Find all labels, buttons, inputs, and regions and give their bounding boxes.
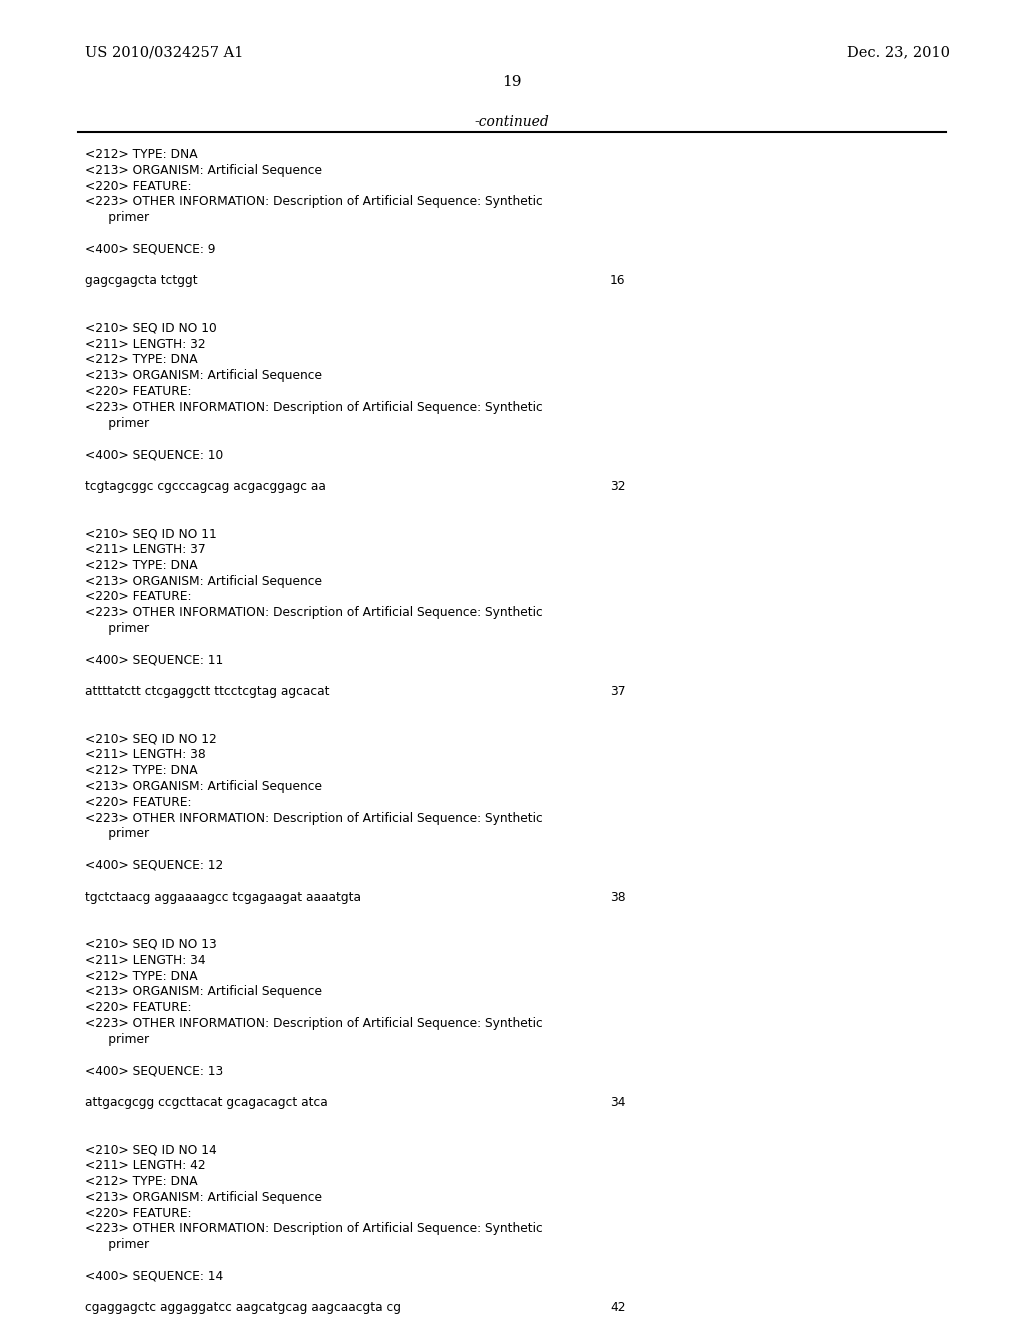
Text: <210> SEQ ID NO 12: <210> SEQ ID NO 12 (85, 733, 217, 746)
Text: primer: primer (85, 211, 150, 224)
Text: <400> SEQUENCE: 11: <400> SEQUENCE: 11 (85, 653, 223, 667)
Text: <211> LENGTH: 34: <211> LENGTH: 34 (85, 954, 206, 966)
Text: <211> LENGTH: 38: <211> LENGTH: 38 (85, 748, 206, 762)
Text: <211> LENGTH: 32: <211> LENGTH: 32 (85, 338, 206, 351)
Text: <210> SEQ ID NO 13: <210> SEQ ID NO 13 (85, 939, 217, 950)
Text: 42: 42 (610, 1302, 626, 1315)
Text: 37: 37 (610, 685, 626, 698)
Text: <210> SEQ ID NO 11: <210> SEQ ID NO 11 (85, 527, 217, 540)
Text: <400> SEQUENCE: 12: <400> SEQUENCE: 12 (85, 859, 223, 873)
Text: <212> TYPE: DNA: <212> TYPE: DNA (85, 764, 198, 777)
Text: <400> SEQUENCE: 13: <400> SEQUENCE: 13 (85, 1064, 223, 1077)
Text: <213> ORGANISM: Artificial Sequence: <213> ORGANISM: Artificial Sequence (85, 986, 322, 998)
Text: cgaggagctc aggaggatcc aagcatgcag aagcaacgta cg: cgaggagctc aggaggatcc aagcatgcag aagcaac… (85, 1302, 401, 1315)
Text: primer: primer (85, 1032, 150, 1045)
Text: <400> SEQUENCE: 9: <400> SEQUENCE: 9 (85, 243, 215, 256)
Text: <220> FEATURE:: <220> FEATURE: (85, 180, 191, 193)
Text: primer: primer (85, 622, 150, 635)
Text: <220> FEATURE:: <220> FEATURE: (85, 1206, 191, 1220)
Text: <210> SEQ ID NO 14: <210> SEQ ID NO 14 (85, 1143, 217, 1156)
Text: <212> TYPE: DNA: <212> TYPE: DNA (85, 970, 198, 982)
Text: 16: 16 (610, 275, 626, 288)
Text: <212> TYPE: DNA: <212> TYPE: DNA (85, 148, 198, 161)
Text: Dec. 23, 2010: Dec. 23, 2010 (847, 45, 950, 59)
Text: <211> LENGTH: 42: <211> LENGTH: 42 (85, 1159, 206, 1172)
Text: <212> TYPE: DNA: <212> TYPE: DNA (85, 354, 198, 367)
Text: <211> LENGTH: 37: <211> LENGTH: 37 (85, 543, 206, 556)
Text: <223> OTHER INFORMATION: Description of Artificial Sequence: Synthetic: <223> OTHER INFORMATION: Description of … (85, 1222, 543, 1236)
Text: <223> OTHER INFORMATION: Description of Artificial Sequence: Synthetic: <223> OTHER INFORMATION: Description of … (85, 401, 543, 413)
Text: <400> SEQUENCE: 14: <400> SEQUENCE: 14 (85, 1270, 223, 1283)
Text: 19: 19 (502, 75, 522, 88)
Text: <213> ORGANISM: Artificial Sequence: <213> ORGANISM: Artificial Sequence (85, 1191, 322, 1204)
Text: primer: primer (85, 1238, 150, 1251)
Text: <212> TYPE: DNA: <212> TYPE: DNA (85, 558, 198, 572)
Text: gagcgagcta tctggt: gagcgagcta tctggt (85, 275, 198, 288)
Text: attgacgcgg ccgcttacat gcagacagct atca: attgacgcgg ccgcttacat gcagacagct atca (85, 1096, 328, 1109)
Text: <223> OTHER INFORMATION: Description of Artificial Sequence: Synthetic: <223> OTHER INFORMATION: Description of … (85, 606, 543, 619)
Text: primer: primer (85, 828, 150, 841)
Text: <223> OTHER INFORMATION: Description of Artificial Sequence: Synthetic: <223> OTHER INFORMATION: Description of … (85, 195, 543, 209)
Text: tcgtagcggc cgcccagcag acgacggagc aa: tcgtagcggc cgcccagcag acgacggagc aa (85, 479, 326, 492)
Text: -continued: -continued (475, 115, 549, 129)
Text: <213> ORGANISM: Artificial Sequence: <213> ORGANISM: Artificial Sequence (85, 370, 322, 383)
Text: attttatctt ctcgaggctt ttcctcgtag agcacat: attttatctt ctcgaggctt ttcctcgtag agcacat (85, 685, 330, 698)
Text: primer: primer (85, 417, 150, 429)
Text: <220> FEATURE:: <220> FEATURE: (85, 1001, 191, 1014)
Text: 34: 34 (610, 1096, 626, 1109)
Text: <213> ORGANISM: Artificial Sequence: <213> ORGANISM: Artificial Sequence (85, 164, 322, 177)
Text: <220> FEATURE:: <220> FEATURE: (85, 796, 191, 809)
Text: <220> FEATURE:: <220> FEATURE: (85, 385, 191, 399)
Text: US 2010/0324257 A1: US 2010/0324257 A1 (85, 45, 244, 59)
Text: 38: 38 (610, 891, 626, 904)
Text: 32: 32 (610, 479, 626, 492)
Text: tgctctaacg aggaaaagcc tcgagaagat aaaatgta: tgctctaacg aggaaaagcc tcgagaagat aaaatgt… (85, 891, 361, 904)
Text: <212> TYPE: DNA: <212> TYPE: DNA (85, 1175, 198, 1188)
Text: <213> ORGANISM: Artificial Sequence: <213> ORGANISM: Artificial Sequence (85, 780, 322, 793)
Text: <213> ORGANISM: Artificial Sequence: <213> ORGANISM: Artificial Sequence (85, 574, 322, 587)
Text: <210> SEQ ID NO 10: <210> SEQ ID NO 10 (85, 322, 217, 335)
Text: <223> OTHER INFORMATION: Description of Artificial Sequence: Synthetic: <223> OTHER INFORMATION: Description of … (85, 1016, 543, 1030)
Text: <223> OTHER INFORMATION: Description of Artificial Sequence: Synthetic: <223> OTHER INFORMATION: Description of … (85, 812, 543, 825)
Text: <400> SEQUENCE: 10: <400> SEQUENCE: 10 (85, 449, 223, 461)
Text: <220> FEATURE:: <220> FEATURE: (85, 590, 191, 603)
